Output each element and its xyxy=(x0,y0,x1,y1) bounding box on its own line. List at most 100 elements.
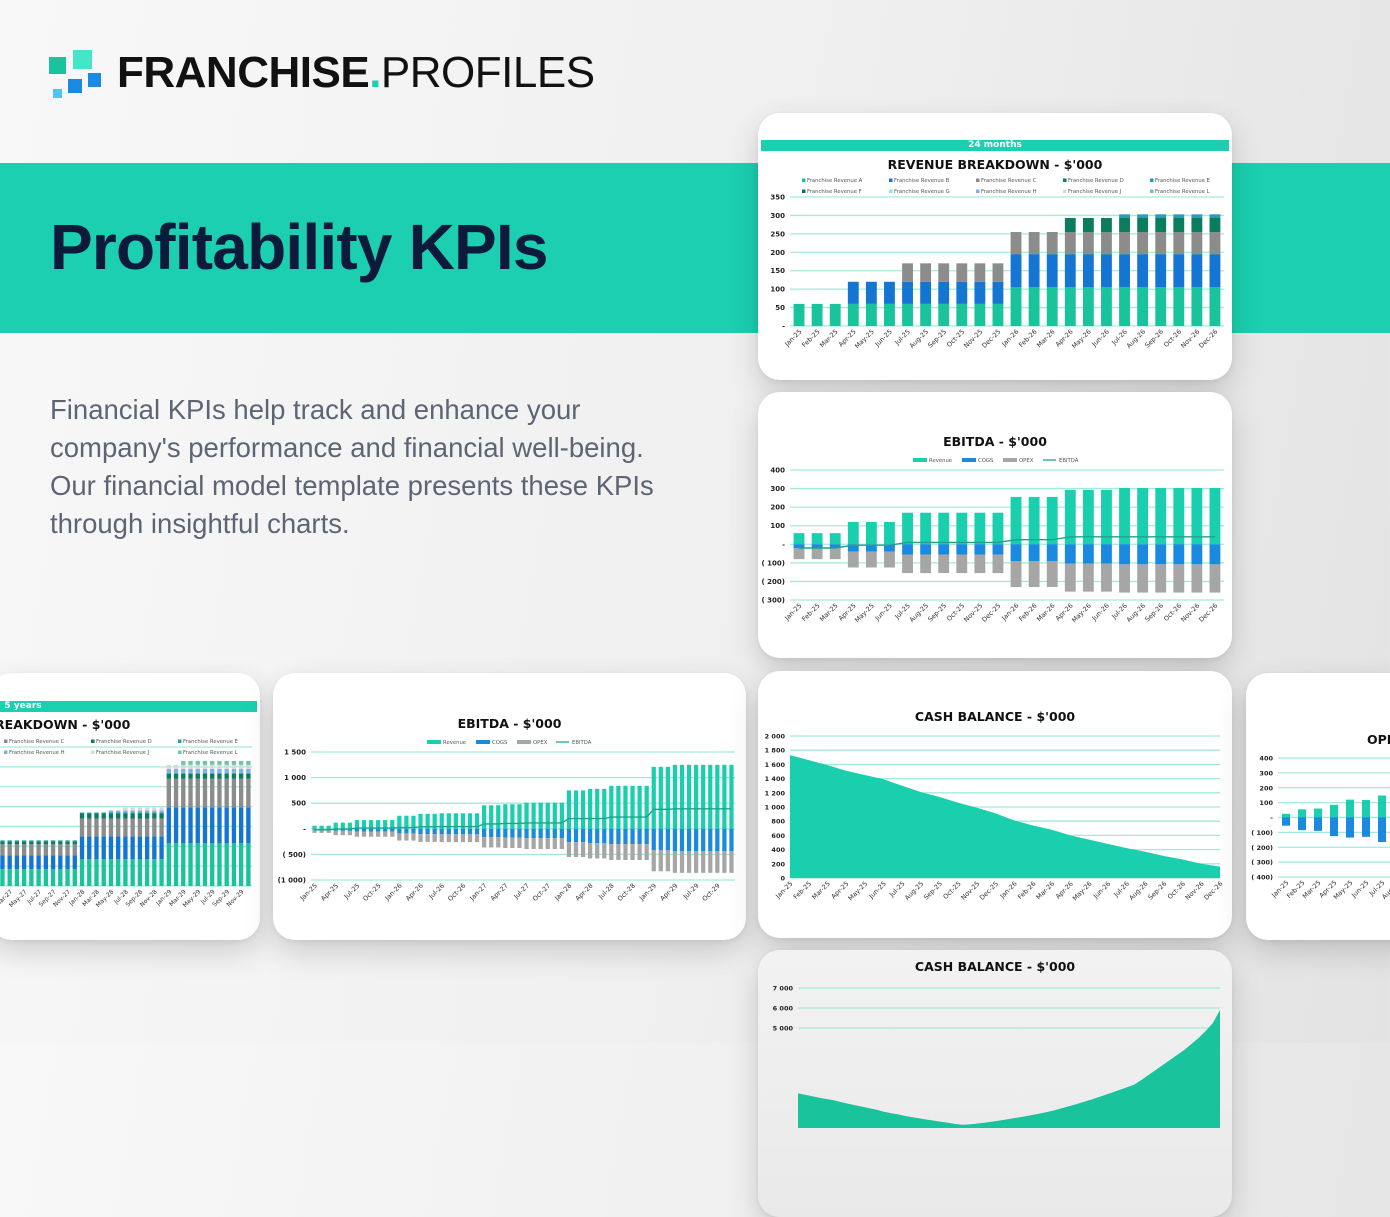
bar-franchise-revenue-d xyxy=(224,773,229,779)
bar-franchise-revenue-c xyxy=(1119,232,1130,255)
bar-series xyxy=(1362,817,1370,837)
bar-cogs xyxy=(694,828,699,852)
legend-label: Franchise Revenue B xyxy=(894,178,950,184)
bar-cogs xyxy=(312,828,317,830)
bar-franchise-revenue-e xyxy=(1119,214,1130,219)
x-tick-label: Apr-29 xyxy=(659,882,680,903)
bar-franchise-revenue-l xyxy=(238,760,244,765)
bar-opex xyxy=(397,833,402,841)
bar-cogs xyxy=(347,828,352,831)
x-tick-label: Jan-26 xyxy=(383,882,404,903)
bar-franchise-revenue-b xyxy=(847,281,859,304)
bar-franchise-revenue-a xyxy=(1191,287,1203,326)
bar-franchise-revenue-a xyxy=(43,869,49,886)
bar-franchise-revenue-c xyxy=(217,778,222,808)
legend-label: Franchise Revenue H xyxy=(9,750,65,756)
bar-franchise-revenue-c xyxy=(72,844,77,856)
bar-opex xyxy=(623,844,628,861)
bar-opex xyxy=(460,834,466,843)
bar-opex xyxy=(722,851,727,873)
bar-revenue xyxy=(361,820,367,829)
bar-franchise-revenue-a xyxy=(938,303,950,326)
bar-opex xyxy=(672,851,678,873)
bar-opex xyxy=(573,842,579,857)
bar-cogs xyxy=(1082,544,1094,564)
bar-cogs xyxy=(1101,544,1112,564)
bar-franchise-revenue-c xyxy=(7,844,12,856)
bar-franchise-revenue-e xyxy=(1137,214,1149,219)
bar-franchise-revenue-a xyxy=(974,303,986,326)
bar-franchise-revenue-b xyxy=(116,836,121,860)
bar-opex xyxy=(453,834,458,843)
bar-franchise-revenue-c xyxy=(130,818,135,837)
bar-revenue xyxy=(524,802,529,829)
bar-franchise-revenue-c xyxy=(29,844,34,856)
bar-series xyxy=(1346,817,1354,838)
x-tick-label: Oct-27 xyxy=(531,882,552,903)
bar-revenue xyxy=(482,805,487,829)
bar-franchise-revenue-l xyxy=(224,760,229,765)
bar-revenue xyxy=(326,825,331,829)
bar-cogs xyxy=(644,828,649,845)
bar-franchise-revenue-c xyxy=(920,263,932,282)
legend-swatch xyxy=(178,750,182,754)
x-tick-label: Mar-26 xyxy=(1035,880,1057,902)
y-tick-label: (1 000) xyxy=(278,877,306,885)
bar-franchise-revenue-d xyxy=(58,841,63,845)
bar-franchise-revenue-b xyxy=(865,281,877,304)
bar-franchise-revenue-d xyxy=(217,773,222,779)
bar-franchise-revenue-a xyxy=(123,859,128,886)
bar-cogs xyxy=(956,544,968,555)
description-line: through insightful charts. xyxy=(50,508,350,539)
bar-franchise-revenue-e xyxy=(202,772,208,774)
bar-opex xyxy=(686,851,692,873)
y-tick-label: 400 xyxy=(1259,755,1273,763)
bar-franchise-revenue-d xyxy=(210,773,215,779)
y-tick-label: 400 xyxy=(771,846,785,854)
bar-franchise-revenue-a xyxy=(1082,287,1094,326)
y-tick-label: - xyxy=(782,323,785,331)
x-tick-label: Oct-25 xyxy=(361,882,382,903)
bar-franchise-revenue-d xyxy=(1119,218,1130,233)
bar-franchise-revenue-d xyxy=(101,813,106,819)
bar-cogs xyxy=(793,544,805,548)
legend-swatch xyxy=(91,750,95,754)
y-tick-label: 0 xyxy=(780,875,785,883)
bar-revenue xyxy=(595,788,600,829)
bar-revenue xyxy=(397,815,402,829)
y-tick-label: 200 xyxy=(770,249,785,257)
bar-cogs xyxy=(902,544,913,555)
bar-franchise-revenue-d xyxy=(0,841,5,845)
bar-franchise-revenue-e xyxy=(79,812,85,814)
bar-cogs xyxy=(630,828,635,845)
bar-franchise-revenue-d xyxy=(246,773,251,779)
bar-franchise-revenue-h xyxy=(195,768,200,773)
logo-square-icon xyxy=(88,73,101,87)
bar-franchise-revenue-b xyxy=(238,807,244,844)
bar-cogs xyxy=(865,544,877,552)
y-tick-label: 300 xyxy=(770,212,785,220)
chart-title: CASH BALANCE - $'000 xyxy=(914,959,1076,974)
bar-franchise-revenue-d xyxy=(238,773,244,779)
x-tick-label: Sep-26 xyxy=(1143,602,1165,624)
bar-franchise-revenue-d xyxy=(1209,218,1221,233)
bar-franchise-revenue-c xyxy=(224,778,229,808)
y-tick-label: 150 xyxy=(770,267,785,275)
bar-franchise-revenue-b xyxy=(1137,254,1149,288)
x-tick-label: Apr-28 xyxy=(574,882,595,903)
y-tick-label: 1 600 xyxy=(765,761,786,769)
bar-revenue xyxy=(559,802,564,829)
y-tick-label: 1 400 xyxy=(765,775,786,783)
bar-opex xyxy=(404,833,409,841)
x-tick-label: Oct-25 xyxy=(942,880,963,901)
bar-franchise-revenue-d xyxy=(144,813,150,819)
bar-franchise-revenue-c xyxy=(87,818,92,837)
chart-title: OPE xyxy=(1367,732,1390,747)
bar-franchise-revenue-a xyxy=(87,859,92,886)
bar-cogs xyxy=(729,828,734,852)
legend-swatch xyxy=(427,740,441,744)
bar-franchise-revenue-a xyxy=(231,843,237,886)
chart-title: EBITDA - $'000 xyxy=(943,434,1047,449)
x-tick-label: Jul-29 xyxy=(681,882,700,901)
bar-franchise-revenue-a xyxy=(116,859,121,886)
